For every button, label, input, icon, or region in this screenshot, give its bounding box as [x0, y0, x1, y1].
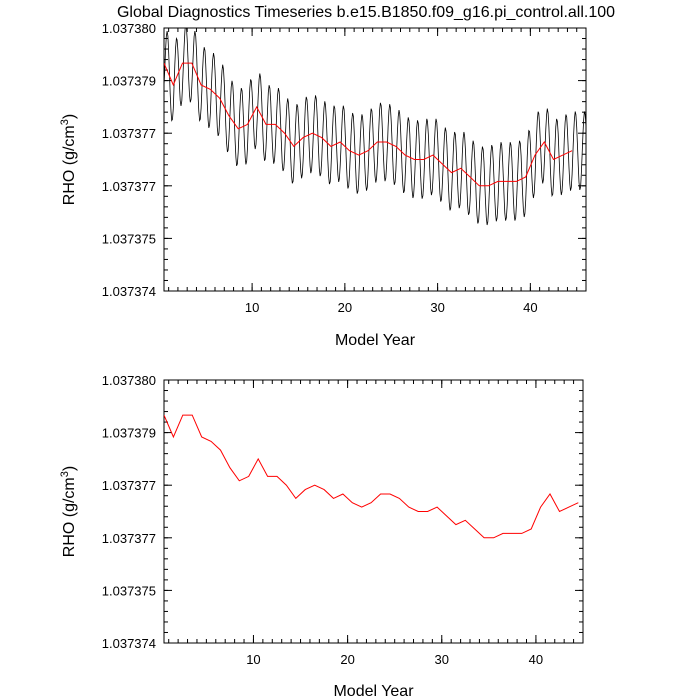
x-tick-label: 40 — [523, 300, 537, 315]
x-tick-label: 30 — [435, 652, 449, 667]
y-tick-label: 1.037377 — [102, 179, 156, 194]
y-tick-label: 1.037377 — [102, 126, 156, 141]
annual-series-line — [164, 414, 579, 539]
bottom-panel: 10 20 30 40 1.037374 1.037375 1.037377 1.037377… — [59, 373, 584, 700]
y-tick-label: 1.037379 — [102, 74, 156, 89]
y-tick-label: 1.037374 — [102, 636, 156, 651]
x-tick-label: 20 — [338, 300, 352, 315]
y-tick-label: 1.037377 — [102, 531, 156, 546]
y-tick-label: 1.037377 — [102, 478, 156, 493]
plot-frame — [163, 27, 587, 292]
y-axis-label: RHO (g/cm3) — [59, 114, 78, 205]
x-tick-label: 20 — [340, 652, 354, 667]
y-tick-label: 1.037374 — [102, 284, 156, 299]
x-tick-label: 40 — [529, 652, 543, 667]
y-axis-label: RHO (g/cm3) — [59, 466, 78, 557]
x-axis-label: Model Year — [335, 332, 416, 349]
y-tick-label: 1.037375 — [102, 583, 156, 598]
y-tick-label: 1.037380 — [102, 21, 156, 36]
monthly-series-line — [164, 28, 586, 226]
x-axis-label: Model Year — [333, 683, 414, 700]
figure-title: Global Diagnostics Timeseries b.e15.B185… — [117, 4, 615, 21]
y-tick-label: 1.037375 — [102, 231, 156, 246]
plot-frame — [163, 379, 584, 644]
y-tick-label: 1.037379 — [102, 426, 156, 441]
y-tick-label: 1.037380 — [102, 373, 156, 388]
top-panel: 10 20 30 40 1.037374 1.037375 1.037377 1.037377… — [59, 21, 587, 349]
x-tick-label: 30 — [430, 300, 444, 315]
x-tick-label: 10 — [246, 652, 260, 667]
annual-series-line — [164, 62, 573, 187]
x-tick-label: 10 — [245, 300, 259, 315]
